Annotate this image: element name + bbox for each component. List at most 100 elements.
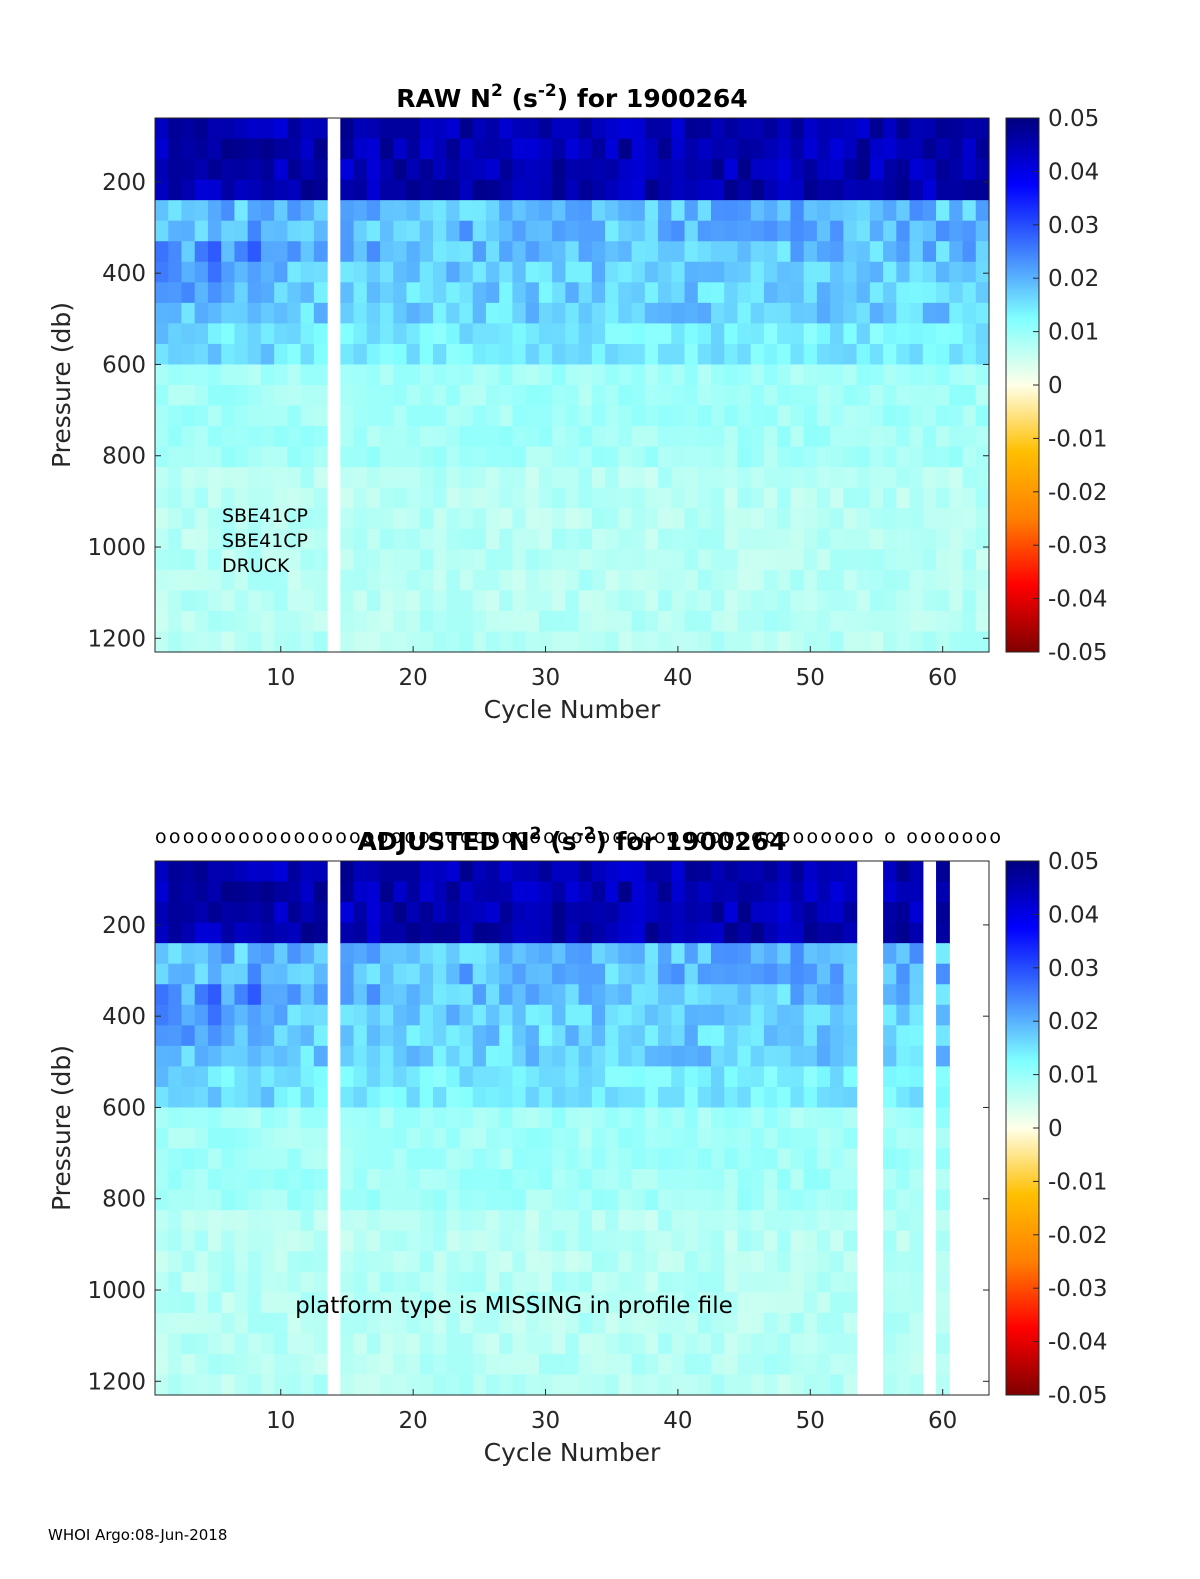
heatmap-cell xyxy=(936,508,950,530)
heatmap-cell xyxy=(644,922,659,944)
heatmap-cell xyxy=(168,302,183,324)
heatmap-cell xyxy=(896,1353,911,1376)
heatmap-cell xyxy=(525,1045,540,1067)
heatmap-cell xyxy=(711,118,725,140)
heatmap-cell xyxy=(962,487,977,509)
heatmap-cell xyxy=(658,528,672,550)
heatmap-cell xyxy=(790,549,805,571)
heatmap-cell xyxy=(168,1210,183,1232)
heatmap-cell xyxy=(578,569,593,591)
heatmap-cell xyxy=(883,1271,897,1293)
heatmap-cell xyxy=(353,261,368,283)
heatmap-cell xyxy=(975,179,990,201)
heatmap-cell xyxy=(181,323,196,345)
heatmap-cell xyxy=(419,1148,434,1170)
heatmap-cell xyxy=(936,569,950,591)
heatmap-cell xyxy=(181,446,196,468)
heatmap-cell xyxy=(300,1128,315,1150)
heatmap-cell xyxy=(552,446,566,468)
heatmap-cell xyxy=(618,1025,633,1047)
heatmap-cell xyxy=(856,302,871,324)
heatmap-cell xyxy=(380,405,394,427)
heatmap-cell xyxy=(803,590,818,612)
heatmap-cell xyxy=(658,590,672,612)
heatmap-cell xyxy=(433,861,447,883)
heatmap-cell xyxy=(843,1312,858,1334)
heatmap-cell xyxy=(830,1271,844,1293)
heatmap-cell xyxy=(287,1086,302,1109)
heatmap-cell xyxy=(472,159,487,181)
heatmap-cell xyxy=(777,902,792,924)
heatmap-cell xyxy=(790,1189,805,1211)
heatmap-cell xyxy=(247,179,262,201)
heatmap-cell xyxy=(883,1210,897,1232)
heatmap-cell xyxy=(419,963,434,985)
heatmap-cell xyxy=(684,1292,699,1314)
heatmap-cell xyxy=(472,200,487,222)
heatmap-cell xyxy=(790,343,805,366)
heatmap-cell xyxy=(711,984,725,1006)
heatmap-cell xyxy=(856,200,871,222)
heatmap-cell xyxy=(605,569,619,591)
heatmap-cell xyxy=(724,302,739,324)
heatmap-cell xyxy=(207,1271,222,1293)
heatmap-cell xyxy=(380,241,394,263)
heatmap-cell xyxy=(565,446,580,468)
heatmap-cell xyxy=(763,1230,778,1252)
heatmap-cell xyxy=(777,261,792,283)
heatmap-cell xyxy=(605,220,619,242)
heatmap-cell xyxy=(393,1148,408,1170)
heatmap-cell xyxy=(433,631,447,653)
heatmap-cell xyxy=(221,963,236,985)
heatmap-cell xyxy=(909,1374,924,1396)
heatmap-cell xyxy=(618,118,633,140)
heatmap-cell xyxy=(565,528,580,550)
heatmap-cell xyxy=(737,282,752,304)
heatmap-cell xyxy=(353,200,368,222)
heatmap-cell xyxy=(578,528,593,550)
heatmap-cell xyxy=(830,508,844,530)
heatmap-cell xyxy=(472,426,487,448)
heatmap-cell xyxy=(234,323,249,345)
heatmap-cell xyxy=(816,1148,831,1170)
heatmap-cell xyxy=(711,528,725,550)
heatmap-cell xyxy=(313,487,328,509)
heatmap-cell xyxy=(433,1353,447,1376)
heatmap-cell xyxy=(181,241,196,263)
heatmap-cell xyxy=(724,1189,739,1211)
heatmap-cell xyxy=(962,343,977,366)
heatmap-cell xyxy=(909,138,924,160)
heatmap-cell xyxy=(340,343,355,366)
heatmap-cell xyxy=(538,1292,553,1314)
heatmap-cell xyxy=(221,984,236,1006)
heatmap-cell xyxy=(485,1189,500,1211)
heatmap-cell xyxy=(830,1086,844,1109)
heatmap-cell xyxy=(446,220,461,242)
heatmap-cell xyxy=(697,1374,712,1396)
heatmap-cell xyxy=(816,118,831,140)
heatmap-cell xyxy=(313,963,328,985)
heatmap-cell xyxy=(433,241,447,263)
heatmap-cell xyxy=(711,569,725,591)
heatmap-cell xyxy=(313,1251,328,1273)
heatmap-cell xyxy=(168,1004,183,1026)
heatmap-cell xyxy=(658,323,672,345)
heatmap-cell xyxy=(525,1210,540,1232)
heatmap-cell xyxy=(260,861,275,883)
heatmap-cell xyxy=(763,922,778,944)
heatmap-cell xyxy=(419,1312,434,1334)
heatmap-cell xyxy=(472,1128,487,1150)
heatmap-cell xyxy=(618,487,633,509)
heatmap-cell xyxy=(684,1333,699,1355)
heatmap-cell xyxy=(552,528,566,550)
heatmap-cell xyxy=(763,1128,778,1150)
heatmap-cell xyxy=(380,138,394,160)
heatmap-cell xyxy=(909,343,924,366)
heatmap-cell xyxy=(684,861,699,883)
heatmap-cell xyxy=(644,902,659,924)
heatmap-cell xyxy=(724,405,739,427)
heatmap-cell xyxy=(578,1004,593,1026)
heatmap-cell xyxy=(883,1333,897,1355)
heatmap-cell xyxy=(936,446,950,468)
heatmap-cell xyxy=(181,610,196,633)
